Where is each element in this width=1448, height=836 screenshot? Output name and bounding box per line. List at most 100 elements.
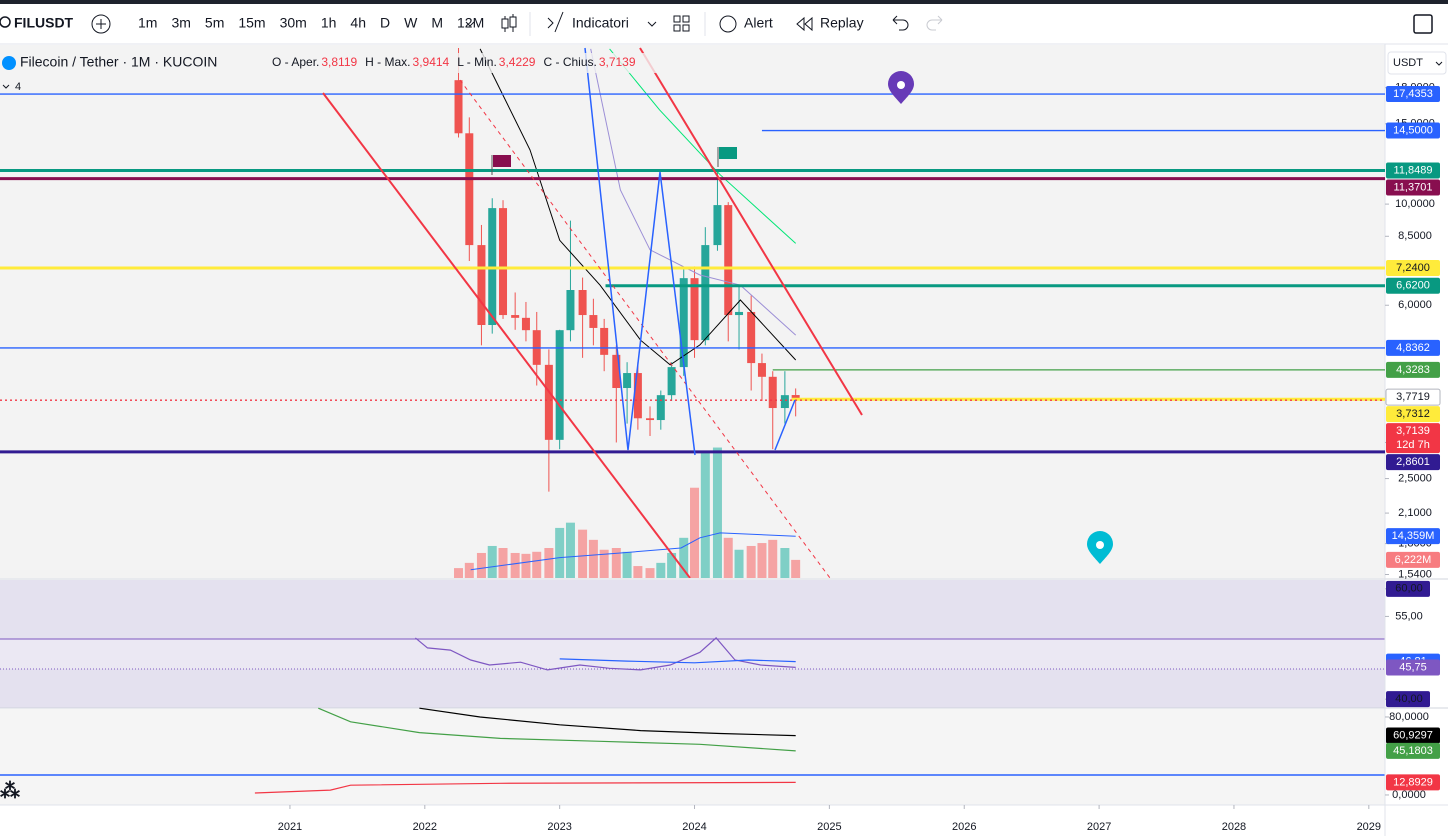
channel-line: [639, 47, 863, 416]
price-badge: 45,1803: [1386, 742, 1440, 759]
volume-bar: [565, 522, 575, 578]
moving-average: [590, 48, 797, 336]
volume-bar: [578, 529, 588, 578]
undo[interactable]: [892, 15, 909, 31]
x-tick-label: 2025: [817, 821, 841, 833]
search-icon[interactable]: [0, 16, 11, 28]
fullscreen[interactable]: [1413, 14, 1433, 34]
currency-select[interactable]: USDT: [1387, 51, 1447, 75]
tick-badge: [1386, 691, 1430, 708]
x-tick-label: 2027: [1087, 821, 1111, 833]
volume-bar: [633, 566, 643, 578]
chevron[interactable]: [647, 21, 657, 27]
interval[interactable]: 1h: [321, 15, 337, 31]
x-tick-label: 2022: [413, 821, 437, 833]
indicator-line: [419, 707, 796, 737]
moving-average: [609, 48, 797, 244]
badge-label: 6,222M: [1395, 554, 1432, 566]
y-tick-label: 8,5000: [1398, 230, 1432, 242]
volume-bar: [487, 545, 497, 578]
indicator-line: [415, 637, 796, 671]
badge-label: 60,9297: [1393, 729, 1433, 741]
ohlc: O - Aper. 3,8119 H - Max. 3,9414 L - Min. 3,4…: [272, 55, 636, 69]
pin: [888, 71, 914, 104]
indicators[interactable]: Indicatori: [572, 15, 629, 31]
indicator-line: [254, 781, 796, 794]
interval[interactable]: D: [380, 15, 390, 31]
price-badge: 17,4353: [1386, 86, 1440, 103]
volume-bar: [544, 548, 554, 578]
tick-badge: [1386, 580, 1430, 597]
y-tick-label: 0,0000: [1392, 789, 1426, 801]
badge-bg: [1386, 727, 1440, 744]
badge-label: 11,3701: [1394, 181, 1433, 193]
y-tick-label: 10,0000: [1395, 198, 1435, 210]
candle-body: [690, 278, 699, 341]
redo[interactable]: [926, 15, 943, 31]
candle-body: [735, 311, 744, 316]
interval[interactable]: 3m: [171, 15, 190, 31]
badge-bg: [1386, 454, 1440, 471]
badge-bg: [1386, 86, 1440, 103]
add-symbol[interactable]: [91, 14, 111, 34]
candle-body: [667, 367, 676, 396]
candle-body: [633, 373, 642, 419]
badge-label: 17,4353: [1393, 88, 1433, 100]
candle-body: [511, 315, 520, 318]
candle-body: [521, 317, 530, 331]
volume-bar: [746, 545, 756, 578]
badge-bg: [1386, 162, 1440, 179]
badge-label: 45,75: [1399, 661, 1427, 673]
interval[interactable]: W: [404, 15, 418, 31]
chevron[interactable]: [465, 21, 475, 27]
layouts[interactable]: [673, 15, 690, 32]
interval[interactable]: 1m: [138, 15, 157, 31]
chart-type[interactable]: [501, 14, 517, 32]
indicators-icon[interactable]: [547, 11, 564, 33]
interval[interactable]: M: [431, 15, 443, 31]
replay[interactable]: Replay: [820, 15, 864, 31]
flag: [491, 155, 511, 175]
flag: [717, 147, 737, 167]
interval[interactable]: 15m: [238, 15, 265, 31]
ohlc-key: O - Aper.: [272, 55, 319, 69]
price-badge: 11,8489: [1386, 162, 1440, 179]
candle-body: [600, 327, 609, 355]
y-tick-label: 60,00: [1395, 583, 1423, 595]
badge-label: 14,359M: [1392, 530, 1435, 542]
candle-body: [780, 395, 789, 409]
volume-bar: [464, 562, 474, 578]
volume-bar: [723, 537, 733, 578]
currency[interactable]: USDT: [1393, 57, 1423, 69]
interval[interactable]: 5m: [205, 15, 224, 31]
coin-icon: [2, 56, 16, 70]
ohlc-value: 3,7139: [599, 55, 636, 69]
price-badge: 2,8601: [1386, 454, 1440, 471]
candle-body: [589, 315, 598, 328]
volume-bar: [791, 559, 801, 578]
volume-bar: [476, 552, 486, 578]
toolbar-items: FILUSDT 1m 3m 5m 15m 30m 1h 4h D W M 12M Indicator…: [0, 11, 1433, 36]
interval[interactable]: 12M: [457, 15, 484, 31]
interval[interactable]: 4h: [350, 15, 366, 31]
dmi-pane: [0, 709, 1385, 805]
alert[interactable]: Alert: [744, 15, 773, 31]
replay-icon[interactable]: [796, 16, 813, 32]
ohlc-key: C - Chius.: [543, 55, 596, 69]
alert-icon[interactable]: [719, 15, 737, 33]
legend: Filecoin / Tether · 1M · KUCOIN O - Aper…: [0, 53, 660, 93]
badge-label: 3,7139: [1396, 425, 1430, 437]
candle-body: [544, 364, 553, 440]
badge-bg: [1386, 774, 1440, 791]
ohlc-key: H - Max.: [365, 55, 410, 69]
badge-bg: [1386, 528, 1440, 545]
candle-body: [612, 354, 621, 389]
badge-bg: [1386, 406, 1440, 423]
y-tick-label: 6,0000: [1398, 299, 1432, 311]
volume-bar: [555, 527, 565, 578]
interval[interactable]: 30m: [280, 15, 307, 31]
badge-bg: [1385, 388, 1441, 406]
symbol[interactable]: FILUSDT: [14, 15, 74, 31]
price-badge: 11,3701: [1386, 179, 1440, 196]
